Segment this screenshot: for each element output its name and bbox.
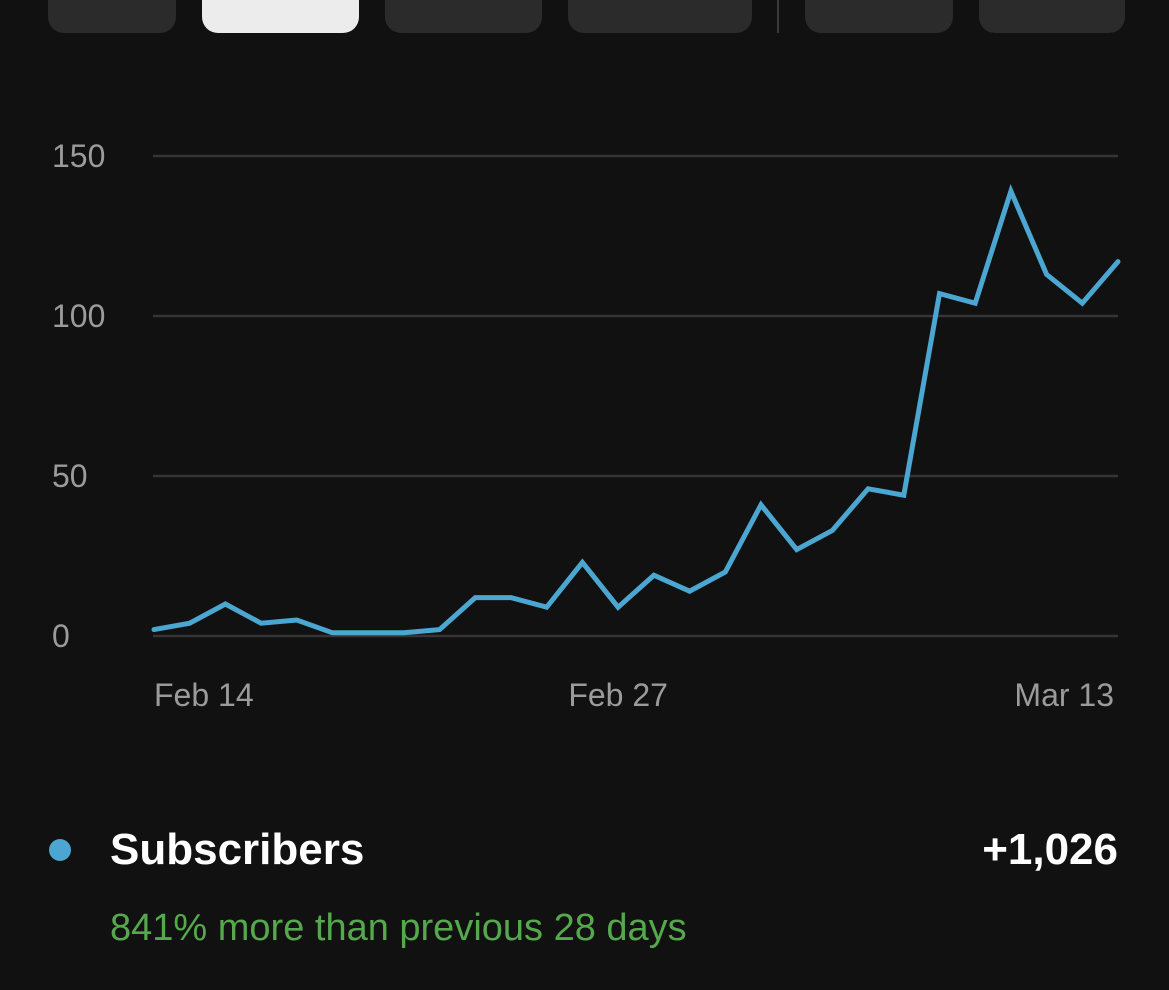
line-series <box>151 184 1121 636</box>
tab-button[interactable] <box>568 0 752 33</box>
tab-button[interactable] <box>979 0 1125 33</box>
y-tick-label: 150 <box>52 138 105 174</box>
legend-marker <box>49 839 71 861</box>
x-tick-label: Mar 13 <box>1014 677 1114 713</box>
chart: 0 50 100 150 Feb 14 Feb 27 Mar 13 Subscribers <box>49 138 1121 874</box>
y-tick-label: 100 <box>52 298 105 334</box>
x-tick-label: Feb 14 <box>154 677 254 713</box>
y-tick-label: 50 <box>52 458 88 494</box>
tab-button[interactable] <box>385 0 542 33</box>
tab-button-selected[interactable] <box>202 0 359 33</box>
total-value: +1,026 <box>982 825 1118 874</box>
x-tick-label: Feb 27 <box>568 677 668 713</box>
tab-button[interactable] <box>805 0 953 33</box>
tab-button[interactable] <box>48 0 176 33</box>
y-tick-label: 0 <box>52 618 70 654</box>
legend-label: Subscribers <box>110 825 364 874</box>
comparison-text: 841% more than previous 28 days <box>110 907 687 949</box>
